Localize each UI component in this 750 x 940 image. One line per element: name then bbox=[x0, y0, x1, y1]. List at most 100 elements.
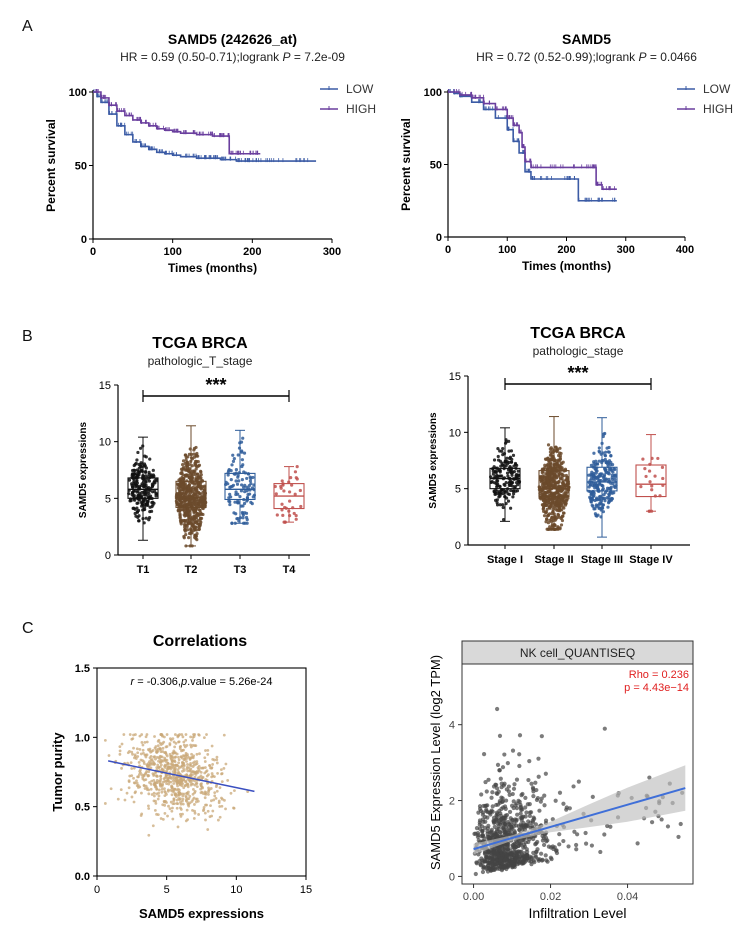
box-data-point bbox=[504, 480, 508, 485]
box-data-point bbox=[503, 483, 507, 487]
box-data-point bbox=[227, 496, 231, 500]
box-data-point bbox=[552, 475, 556, 479]
corr-data-point bbox=[133, 755, 137, 758]
corr-data-point bbox=[217, 799, 221, 803]
nk-data-point bbox=[539, 734, 544, 739]
corr-data-point bbox=[184, 738, 188, 742]
box-data-point bbox=[193, 473, 198, 477]
nk-data-point bbox=[500, 765, 506, 770]
box-data-point bbox=[564, 501, 568, 505]
box-data-point bbox=[550, 456, 554, 460]
box-data-point bbox=[179, 502, 183, 506]
box-data-point bbox=[288, 499, 292, 503]
nk-data-point bbox=[553, 798, 558, 803]
nk-data-point bbox=[543, 853, 548, 858]
nk-data-point bbox=[571, 784, 576, 789]
box-data-point bbox=[505, 496, 509, 500]
nk-data-point bbox=[482, 836, 487, 841]
nk-y-label: SAMD5 Expression Level (log2 TPM) bbox=[428, 655, 443, 870]
km-x-tick-label: 300 bbox=[323, 246, 341, 258]
corr-data-point bbox=[179, 806, 182, 810]
corr-data-point bbox=[193, 760, 197, 764]
corr-x-tick-label: 15 bbox=[300, 884, 312, 896]
box-data-point bbox=[548, 450, 553, 454]
box-data-point bbox=[546, 443, 551, 447]
nk-data-point bbox=[527, 813, 532, 819]
nk-data-point bbox=[484, 789, 489, 794]
box-data-point bbox=[178, 477, 182, 481]
nk-data-point bbox=[495, 762, 501, 767]
corr-data-point bbox=[158, 765, 162, 769]
corr-data-point bbox=[206, 828, 210, 831]
box-data-point bbox=[145, 499, 150, 504]
corr-data-point bbox=[202, 736, 206, 740]
box-data-point bbox=[597, 506, 601, 510]
corr-data-point bbox=[209, 804, 212, 808]
box-data-point bbox=[198, 500, 202, 504]
box-data-point bbox=[556, 508, 561, 513]
box-data-point bbox=[229, 469, 233, 473]
nk-data-point bbox=[678, 821, 683, 827]
nk-data-point bbox=[523, 840, 528, 845]
corr-data-point bbox=[123, 798, 127, 802]
box-data-point bbox=[509, 488, 513, 493]
box-data-point bbox=[196, 459, 200, 464]
nk-data-point bbox=[491, 815, 497, 820]
box-data-point bbox=[239, 489, 244, 493]
corr-data-point bbox=[172, 798, 176, 801]
corr-data-point bbox=[214, 796, 218, 800]
box-data-point bbox=[248, 479, 253, 483]
nk-data-point bbox=[490, 804, 495, 809]
box-data-point bbox=[604, 450, 608, 454]
corr-data-point bbox=[181, 749, 184, 752]
box-data-point bbox=[144, 493, 148, 497]
corr-data-point bbox=[224, 807, 227, 811]
corr-x-tick-label: 10 bbox=[230, 884, 242, 896]
box-data-point bbox=[542, 467, 546, 471]
corr-data-point bbox=[186, 818, 189, 822]
corr-data-point bbox=[150, 793, 154, 796]
corr-data-point bbox=[150, 779, 154, 783]
box-data-point bbox=[196, 513, 200, 517]
corr-data-point bbox=[178, 745, 182, 749]
box-data-point bbox=[140, 482, 144, 486]
box-y-tick-label: 5 bbox=[455, 484, 461, 496]
corr-data-point bbox=[176, 734, 180, 738]
corr-data-point bbox=[189, 735, 193, 739]
box-data-point bbox=[607, 486, 611, 491]
corr-data-point bbox=[201, 786, 204, 790]
box-title: TCGA BRCA bbox=[152, 335, 248, 352]
box-data-point bbox=[130, 468, 135, 473]
box-data-point bbox=[539, 480, 543, 484]
corr-data-point bbox=[203, 796, 207, 800]
corr-data-point bbox=[193, 772, 196, 775]
box-data-point bbox=[543, 457, 548, 461]
corr-data-point bbox=[147, 792, 151, 796]
box-data-point bbox=[183, 486, 187, 490]
box-data-point bbox=[181, 488, 185, 492]
nk-data-point bbox=[498, 856, 504, 861]
box-data-point bbox=[181, 459, 186, 463]
box-data-point bbox=[587, 473, 591, 477]
box-data-point bbox=[231, 459, 236, 464]
box-data-point bbox=[240, 450, 244, 454]
nk-rho-label: Rho = 0.236 bbox=[629, 669, 689, 681]
box-data-point bbox=[512, 464, 516, 468]
box-data-point bbox=[543, 500, 547, 504]
corr-data-point bbox=[164, 745, 168, 749]
nk-data-point bbox=[481, 803, 486, 809]
corr-data-point bbox=[232, 806, 235, 810]
corr-data-point bbox=[155, 774, 158, 778]
nk-data-point bbox=[516, 849, 521, 854]
nk-data-point bbox=[492, 824, 497, 829]
box-data-point bbox=[242, 470, 246, 474]
nk-data-point bbox=[557, 842, 562, 847]
box-data-point bbox=[193, 527, 197, 532]
nk-data-point bbox=[512, 782, 517, 787]
box-data-point bbox=[593, 498, 597, 503]
box-data-point bbox=[601, 487, 605, 491]
corr-data-point bbox=[182, 754, 186, 758]
significance-stars: *** bbox=[205, 375, 226, 395]
box-data-point bbox=[594, 471, 598, 475]
nk-data-point bbox=[520, 825, 525, 830]
